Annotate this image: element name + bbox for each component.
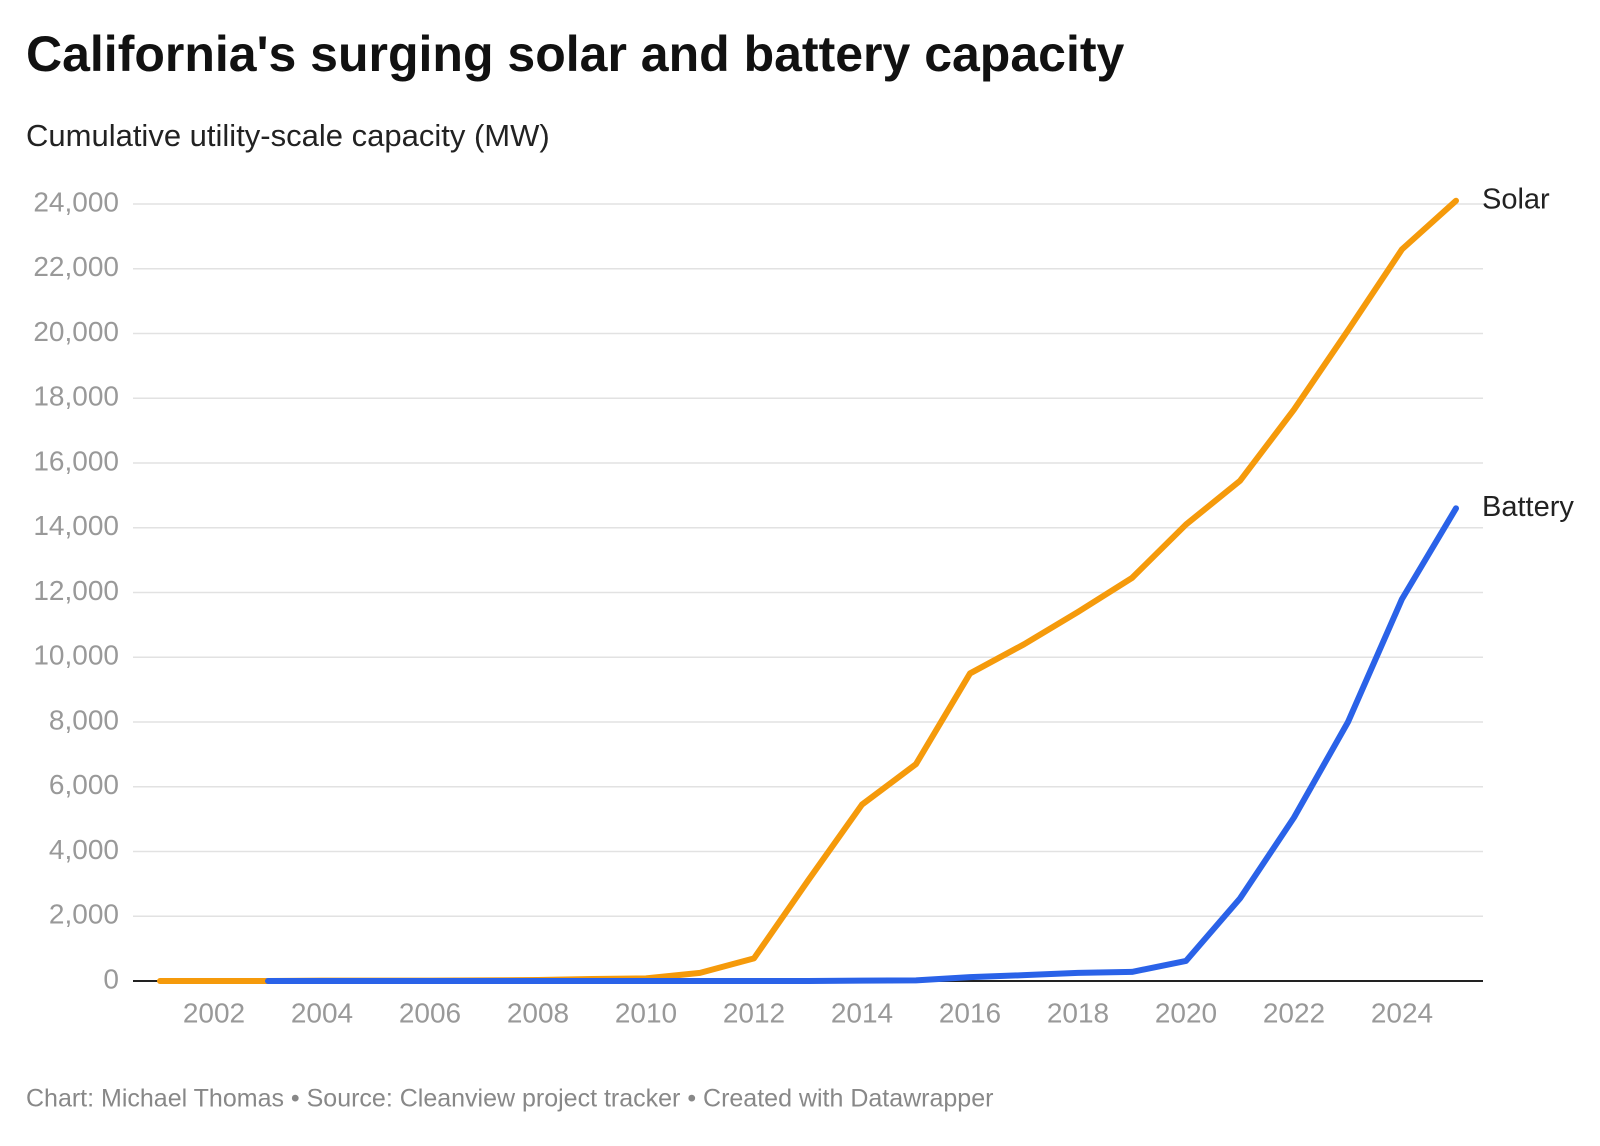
chart-title: California's surging solar and battery c… xyxy=(26,26,1125,82)
y-tick-label: 2,000 xyxy=(49,899,119,930)
x-tick-label: 2002 xyxy=(183,997,245,1028)
y-tick-label: 24,000 xyxy=(33,186,119,217)
x-tick-label: 2004 xyxy=(291,997,353,1028)
series-label: Solar xyxy=(1482,183,1550,215)
y-tick-label: 16,000 xyxy=(33,445,119,476)
x-tick-label: 2006 xyxy=(399,997,461,1028)
series-line xyxy=(265,505,1459,984)
x-tick-label: 2024 xyxy=(1371,997,1433,1028)
y-tick-label: 4,000 xyxy=(49,834,119,865)
y-tick-label: 12,000 xyxy=(33,575,119,606)
y-tick-label: 0 xyxy=(103,963,119,994)
y-tick-label: 6,000 xyxy=(49,769,119,800)
y-tick-label: 8,000 xyxy=(49,704,119,735)
chart-footer: Chart: Michael Thomas • Source: Cleanvie… xyxy=(26,1085,993,1113)
x-tick-label: 2020 xyxy=(1155,997,1217,1028)
y-tick-label: 22,000 xyxy=(33,251,119,282)
y-tick-label: 18,000 xyxy=(33,381,119,412)
x-tick-label: 2010 xyxy=(615,997,677,1028)
y-tick-label: 20,000 xyxy=(33,316,119,347)
y-tick-label: 14,000 xyxy=(33,510,119,541)
x-tick-label: 2014 xyxy=(831,997,893,1028)
x-tick-label: 2008 xyxy=(507,997,569,1028)
series-label: Battery xyxy=(1482,491,1574,523)
x-tick-label: 2012 xyxy=(723,997,785,1028)
chart-subtitle: Cumulative utility-scale capacity (MW) xyxy=(26,118,550,153)
x-tick-label: 2022 xyxy=(1263,997,1325,1028)
x-tick-label: 2018 xyxy=(1047,997,1109,1028)
x-tick-label: 2016 xyxy=(939,997,1001,1028)
y-tick-label: 10,000 xyxy=(33,640,119,671)
